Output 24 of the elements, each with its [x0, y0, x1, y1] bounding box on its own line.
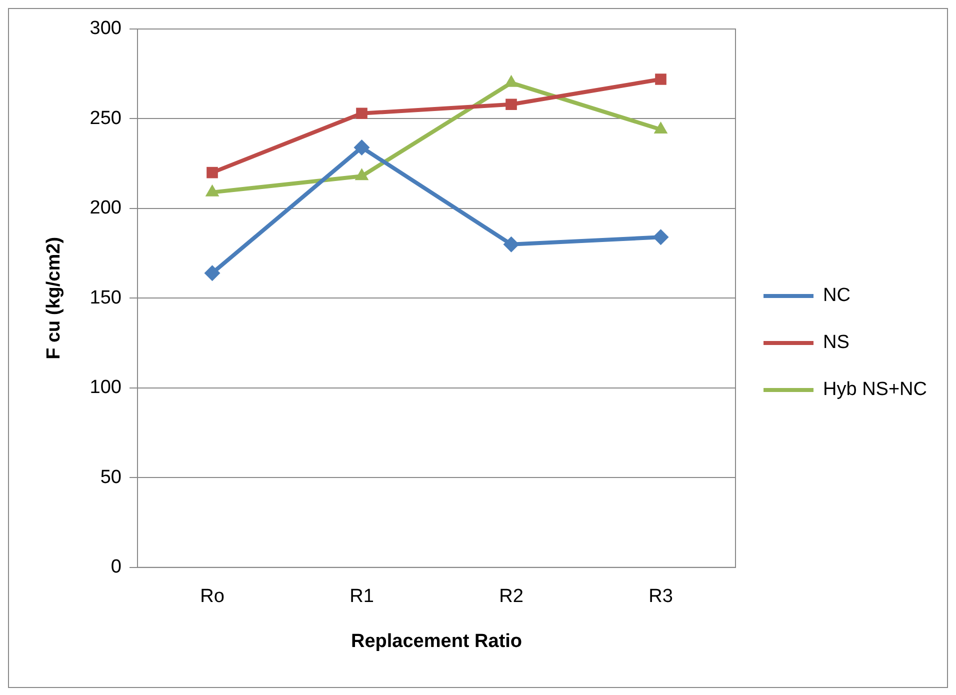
legend-label: NC	[823, 285, 850, 306]
y-tick-label: 250	[90, 108, 122, 129]
legend-label: Hyb NS+NC	[823, 379, 927, 400]
point	[655, 74, 666, 85]
x-tick-label: R3	[648, 586, 673, 608]
point	[204, 265, 220, 282]
point	[354, 139, 370, 156]
point	[206, 166, 218, 178]
y-tick-label: 300	[90, 18, 122, 40]
legend-label: NS	[823, 332, 850, 354]
point	[652, 229, 669, 246]
y-tick-label: 200	[90, 198, 122, 219]
point	[506, 98, 517, 110]
y-tick-label: 100	[90, 377, 122, 398]
y-tick-label: 0	[110, 556, 122, 578]
x-tick-label: R1	[350, 586, 374, 608]
y-tick-label: 150	[90, 287, 122, 308]
x-axis-title: Replacement Ratio	[350, 630, 522, 652]
y-tick-label: 50	[100, 466, 122, 488]
y-axis-title: F cu (kg/cm2)	[44, 236, 65, 360]
x-tick-label: R2	[499, 586, 524, 608]
point	[503, 236, 520, 252]
point	[356, 108, 368, 120]
x-tick-label: Ro	[200, 586, 224, 608]
